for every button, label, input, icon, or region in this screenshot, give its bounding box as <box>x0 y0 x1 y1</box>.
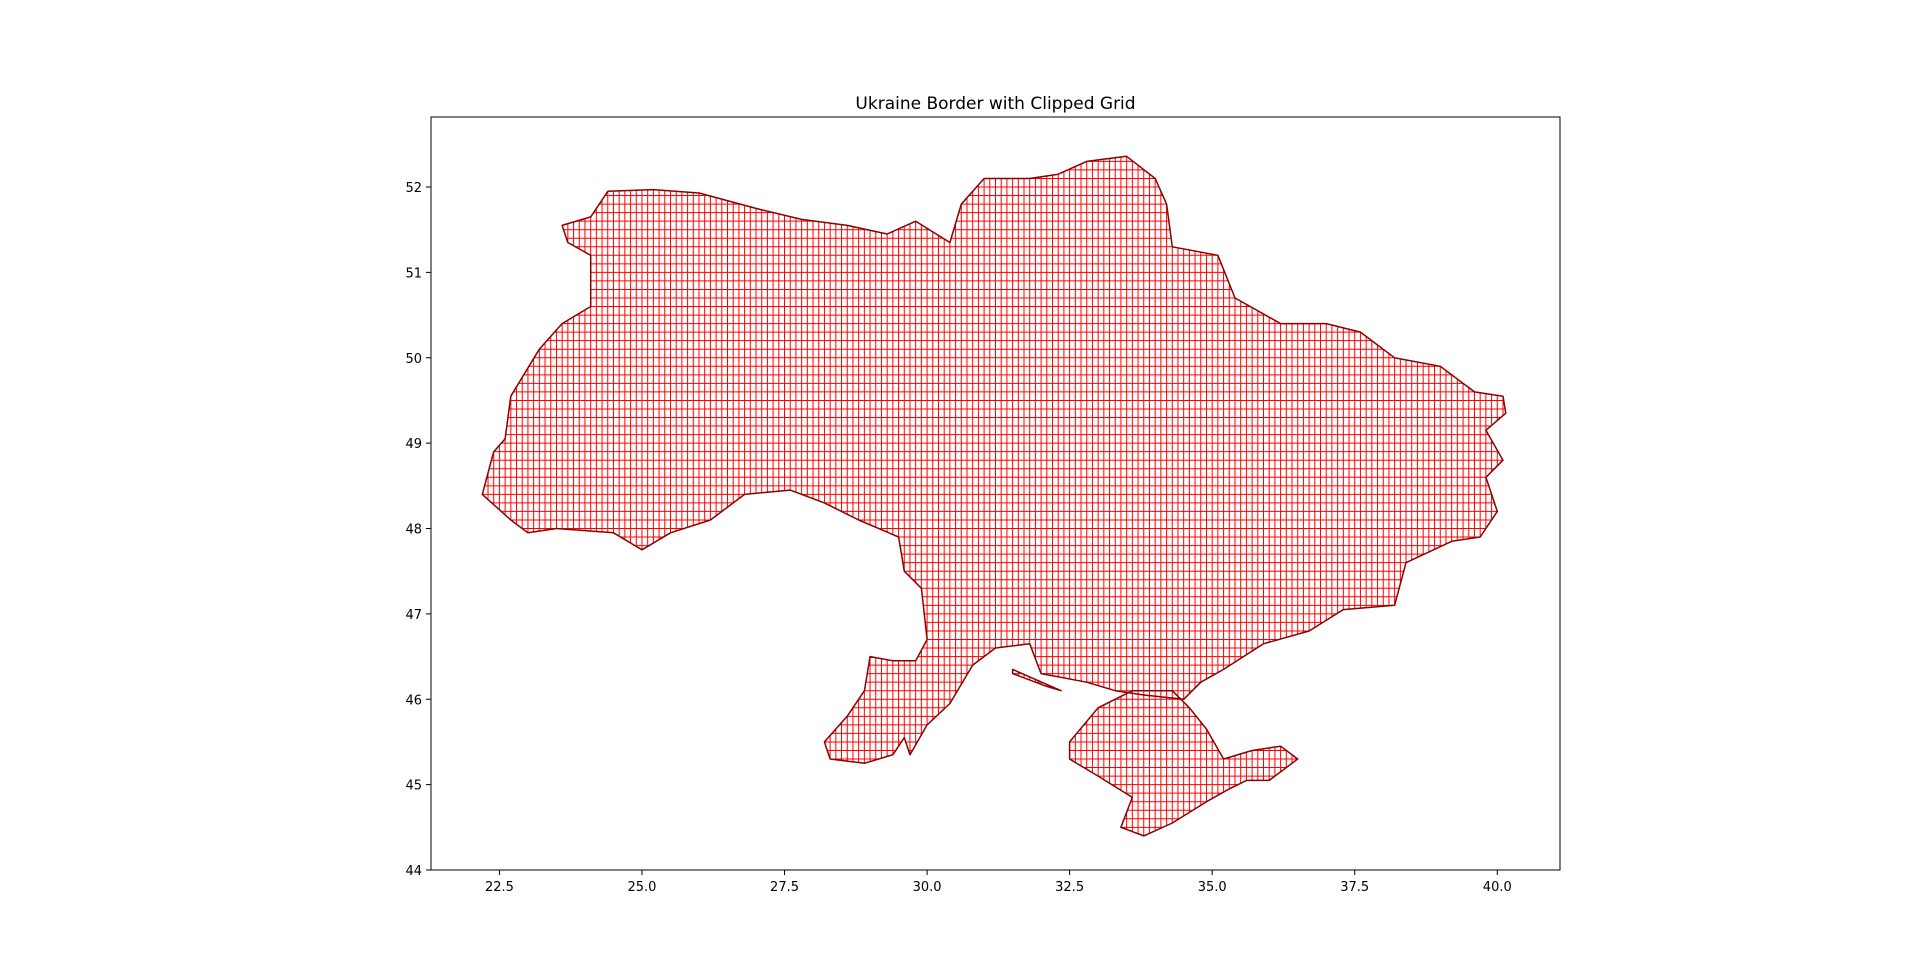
y-axis: 44 45 46 47 48 49 50 51 52 <box>405 181 431 879</box>
x-tick-label: 27.5 <box>770 880 799 895</box>
y-tick-label: 47 <box>405 608 422 623</box>
x-tick-label: 40.0 <box>1483 880 1512 895</box>
crimea-border <box>1068 689 1299 837</box>
y-tick-label: 49 <box>405 437 422 452</box>
x-tick-label: 30.0 <box>913 880 942 895</box>
y-tick-label: 48 <box>405 523 422 538</box>
x-axis: 22.5 25.0 27.5 30.0 32.5 35.0 37.5 40.0 <box>485 870 1512 895</box>
tendra-spit <box>1011 668 1062 692</box>
x-tick-label: 35.0 <box>1198 880 1227 895</box>
x-tick-label: 22.5 <box>485 880 514 895</box>
y-tick-label: 52 <box>405 181 422 196</box>
y-tick-label: 44 <box>405 864 422 879</box>
x-tick-label: 25.0 <box>627 880 656 895</box>
mainland-border <box>481 155 1507 765</box>
y-tick-label: 51 <box>405 266 422 281</box>
axes-frame <box>430 116 1561 871</box>
chart-title: Ukraine Border with Clipped Grid <box>855 94 1135 114</box>
y-tick-label: 46 <box>405 693 422 708</box>
x-tick-label: 37.5 <box>1340 880 1369 895</box>
x-tick-label: 32.5 <box>1055 880 1084 895</box>
y-tick-label: 45 <box>405 779 422 794</box>
y-tick-label: 50 <box>405 352 422 367</box>
